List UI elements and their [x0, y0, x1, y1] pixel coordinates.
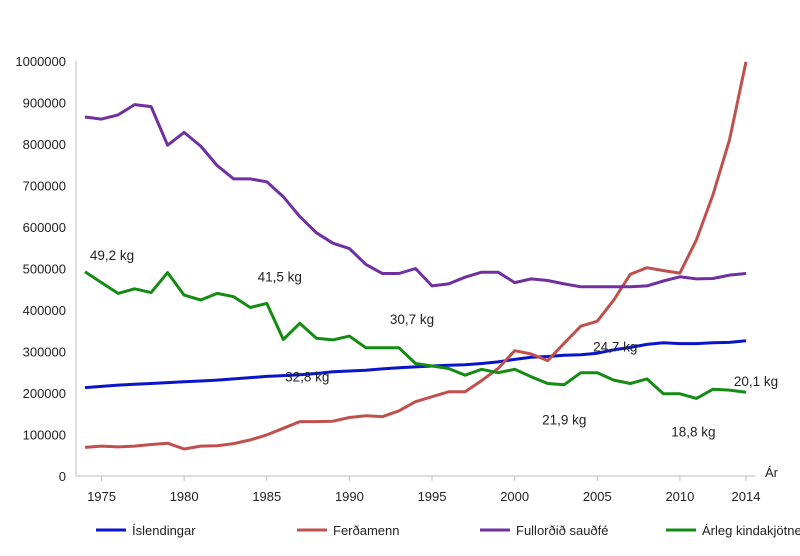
y-tick-label: 500000	[23, 262, 66, 277]
legend-label: Fullorðið sauðfé	[516, 523, 609, 538]
annotation-label: 41,5 kg	[258, 269, 302, 284]
y-tick-label: 0	[59, 469, 66, 484]
x-axis-label: Ár	[765, 465, 779, 480]
x-tick-label: 1975	[87, 489, 116, 504]
y-tick-label: 200000	[23, 386, 66, 401]
annotations: 49,2 kg 41,5 kg 32,8 kg 30,7 kg 21,9 kg 24,7 …	[90, 248, 778, 440]
y-tick-label: 800000	[23, 137, 66, 152]
x-tick-label: 2000	[500, 489, 529, 504]
y-tick-label: 1000000	[15, 54, 66, 69]
y-tick-label: 900000	[23, 96, 66, 111]
series-line-0	[84, 339, 747, 390]
series-line-2	[84, 103, 747, 289]
x-tick-label: 2005	[583, 489, 612, 504]
y-tick-label: 100000	[23, 428, 66, 443]
annotation-label: 24,7 kg	[593, 340, 637, 355]
y-tick-label: 400000	[23, 303, 66, 318]
annotation-label: 32,8 kg	[285, 369, 329, 384]
x-tick-label: 2014	[732, 489, 761, 504]
y-tick-label: 700000	[23, 179, 66, 194]
annotation-label: 20,1 kg	[734, 374, 778, 389]
annotation-label: 21,9 kg	[542, 413, 586, 428]
x-tick-label: 1980	[170, 489, 199, 504]
legend-label: Ferðamenn	[333, 523, 399, 538]
legend: Íslendingar Ferðamenn Fullorðið sauðfé Árle…	[96, 523, 800, 538]
y-axis-ticks: 0 100000 200000 300000 400000 500000 600000 700…	[15, 54, 66, 484]
y-tick-label: 600000	[23, 220, 66, 235]
series-lines	[84, 61, 748, 451]
x-tick-label: 2010	[665, 489, 694, 504]
series-line-1	[84, 61, 748, 451]
series-line-3	[84, 270, 747, 400]
annotation-label: 18,8 kg	[671, 424, 715, 439]
legend-label: Íslendingar	[132, 523, 196, 538]
annotation-label: 30,7 kg	[390, 312, 434, 327]
x-tick-label: 1985	[252, 489, 281, 504]
x-tick-label: 1990	[335, 489, 364, 504]
annotation-label: 49,2 kg	[90, 248, 134, 263]
y-tick-label: 300000	[23, 345, 66, 360]
x-axis-ticks: 1975 1980 1985 1990 1995 2000 2005 2010 2014	[87, 476, 760, 504]
legend-label: Árleg kindakjötneysla á íbúa	[702, 523, 800, 538]
x-tick-label: 1995	[418, 489, 447, 504]
